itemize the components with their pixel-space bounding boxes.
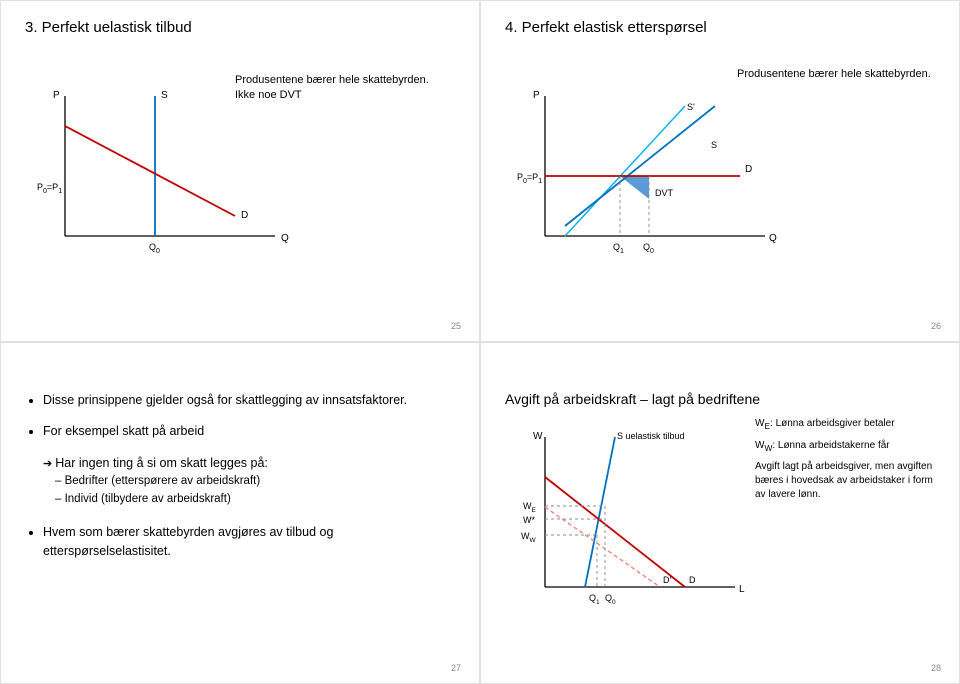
side2: WW: Lønna arbeidstakerne får bbox=[755, 439, 935, 455]
label-Q0: Q0 bbox=[149, 242, 160, 255]
slide27-body: Disse prinsippene gjelder også for skatt… bbox=[25, 391, 455, 562]
slide-28: Avgift på arbeidskraft – lagt på bedrift… bbox=[480, 342, 960, 684]
label-P: P bbox=[53, 90, 60, 101]
slide26-chart: P S' S D Q P0=P1 Q1 Q0 DVT bbox=[505, 66, 785, 266]
label-Dp: D' bbox=[663, 575, 671, 585]
side3: Avgift lagt på arbeidsgiver, men avgifte… bbox=[755, 460, 935, 502]
side1: WE: Lønna arbeidsgiver betaler bbox=[755, 417, 935, 433]
label-W: W bbox=[533, 431, 543, 442]
page-num-25: 25 bbox=[451, 321, 461, 331]
bullet-3: Hvem som bærer skattebyrden avgjøres av … bbox=[43, 523, 455, 562]
label-P0eqP1: P0=P1 bbox=[37, 182, 62, 195]
page-num-28: 28 bbox=[931, 663, 941, 673]
label-Q: Q bbox=[769, 233, 777, 244]
label-D: D bbox=[689, 575, 696, 585]
label-Q0: Q0 bbox=[605, 593, 616, 606]
slide25-title: 3. Perfekt uelastisk tilbud bbox=[25, 19, 455, 36]
bullet-2: For eksempel skatt på arbeid bbox=[43, 422, 455, 441]
label-WE: WE bbox=[523, 501, 537, 514]
slide-25: 3. Perfekt uelastisk tilbud P S D Q P0=P… bbox=[0, 0, 480, 342]
bullet-1: Disse prinsippene gjelder også for skatt… bbox=[43, 391, 455, 410]
slide-27: Disse prinsippene gjelder også for skatt… bbox=[0, 342, 480, 684]
slide28-title: Avgift på arbeidskraft – lagt på bedrift… bbox=[505, 391, 935, 407]
label-WW: WW bbox=[521, 531, 537, 544]
label-D: D bbox=[745, 164, 752, 175]
slide26-title: 4. Perfekt elastisk etterspørsel bbox=[505, 19, 935, 36]
label-D: D bbox=[241, 210, 248, 221]
label-S: S bbox=[161, 90, 168, 101]
label-Sp: S' bbox=[687, 102, 695, 112]
page-num-27: 27 bbox=[451, 663, 461, 673]
label-P: P bbox=[533, 90, 540, 101]
slide28-side: WE: Lønna arbeidsgiver betaler WW: Lønna… bbox=[755, 417, 935, 508]
slide28-chart: W S uelastisk tilbud WE W* WW D' D L Q1 … bbox=[505, 417, 755, 617]
label-L: L bbox=[739, 584, 745, 595]
label-S: S uelastisk tilbud bbox=[617, 431, 685, 441]
sub-list: Bedrifter (etterspørere av arbeidskraft)… bbox=[25, 473, 455, 509]
slide-26: 4. Perfekt elastisk etterspørsel P S' S … bbox=[480, 0, 960, 342]
slide25-caption: Produsentene bærer hele skattebyrden. Ik… bbox=[235, 74, 429, 104]
label-Q: Q bbox=[281, 233, 289, 244]
label-Q0: Q0 bbox=[643, 242, 654, 255]
arrow-line: Har ingen ting å si om skatt legges på: bbox=[25, 454, 455, 473]
slide26-caption: Produsentene bærer hele skattebyrden. bbox=[737, 68, 931, 83]
label-Q1: Q1 bbox=[589, 593, 600, 606]
label-DVT: DVT bbox=[655, 188, 674, 198]
label-S: S bbox=[711, 140, 717, 150]
page-num-26: 26 bbox=[931, 321, 941, 331]
label-P0eqP1: P0=P1 bbox=[517, 172, 542, 185]
label-Q1: Q1 bbox=[613, 242, 624, 255]
label-Wstar: W* bbox=[523, 515, 535, 525]
